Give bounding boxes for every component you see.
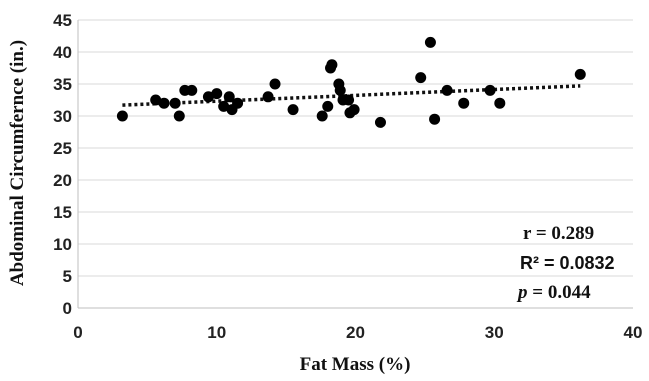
axes [77, 20, 633, 309]
y-tick-label: 15 [53, 203, 72, 222]
data-point [202, 91, 214, 103]
x-tick-labels: 0 10 20 30 40 [73, 323, 642, 342]
y-tick-labels: 0 5 10 15 20 25 30 35 40 45 [53, 11, 72, 318]
data-point [441, 84, 453, 96]
y-tick-label: 5 [63, 267, 72, 286]
x-axis-title: Fat Mass (%) [300, 354, 411, 375]
data-point [262, 91, 274, 103]
y-tick-label: 20 [53, 171, 72, 190]
x-tick-label: 40 [624, 323, 643, 342]
data-point [232, 97, 244, 109]
y-tick-label: 45 [53, 11, 72, 30]
data-point [158, 97, 170, 109]
x-tick-label: 0 [73, 323, 82, 342]
y-tick-label: 30 [53, 107, 72, 126]
data-point [429, 113, 441, 125]
y-tick-label: 10 [53, 235, 72, 254]
data-points [116, 36, 586, 128]
data-point [316, 110, 328, 122]
data-point [223, 91, 235, 103]
x-tick-label: 10 [207, 323, 226, 342]
r-squared-annotation: R² = 0.0832 [520, 253, 615, 273]
data-point [322, 100, 334, 112]
data-point [269, 78, 281, 90]
y-tick-label: 35 [53, 75, 72, 94]
data-point [150, 94, 162, 106]
data-point [484, 84, 496, 96]
p-symbol: p [516, 282, 528, 303]
data-point [186, 84, 198, 96]
data-point [287, 104, 299, 116]
data-point [211, 88, 223, 100]
r-annotation: r = 0.289 [523, 223, 594, 244]
y-tick-label: 0 [63, 299, 72, 318]
y-axis-title: Abdominal Circumfernce (in.) [7, 40, 28, 286]
data-point [116, 110, 128, 122]
gridlines [78, 19, 633, 277]
data-point [173, 110, 185, 122]
y-tick-label: 25 [53, 139, 72, 158]
data-point [494, 97, 506, 109]
y-tick-label: 40 [53, 43, 72, 62]
p-value: = 0.044 [528, 282, 592, 303]
p-annotation: p = 0.044 [516, 282, 591, 303]
data-point [374, 116, 386, 128]
data-point [218, 100, 230, 112]
data-point [458, 97, 470, 109]
data-point [169, 97, 181, 109]
data-point [348, 104, 360, 116]
data-point [415, 72, 427, 84]
x-tick-label: 20 [346, 323, 365, 342]
data-point [326, 59, 338, 71]
data-point [343, 94, 355, 106]
data-point [334, 84, 346, 96]
data-point [424, 36, 436, 48]
data-point [574, 68, 586, 80]
x-tick-label: 30 [485, 323, 504, 342]
